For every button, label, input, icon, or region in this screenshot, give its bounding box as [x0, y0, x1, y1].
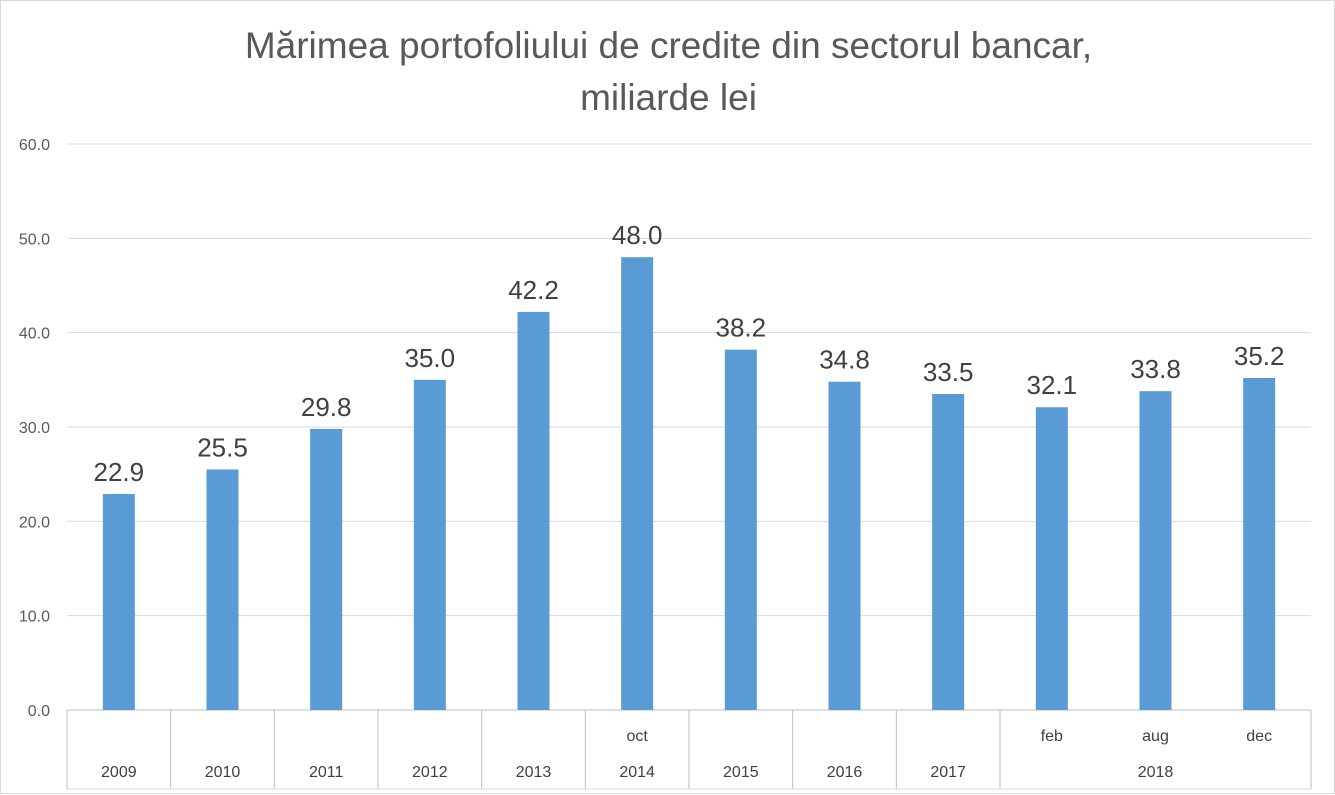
- data-label: 33.8: [1130, 354, 1181, 384]
- bar: [517, 311, 550, 710]
- data-label: 34.8: [819, 345, 870, 375]
- y-tick-label: 50.0: [19, 231, 50, 248]
- x-group-label: 2011: [309, 764, 344, 781]
- x-sub-label: oct: [626, 728, 648, 745]
- data-label: 42.2: [508, 275, 559, 305]
- data-label: 25.5: [197, 432, 248, 462]
- x-group-label: 2016: [827, 764, 863, 781]
- x-group-label: 2009: [101, 764, 137, 781]
- y-tick-label: 40.0: [19, 326, 50, 343]
- bar: [102, 493, 135, 710]
- data-label: 32.1: [1027, 370, 1078, 400]
- data-label: 35.2: [1234, 341, 1285, 371]
- bar: [621, 257, 654, 710]
- data-label: 48.0: [612, 220, 663, 250]
- data-label: 38.2: [716, 313, 767, 343]
- chart-title-line-1: Mărimea portofoliului de credite din sec…: [244, 25, 1093, 66]
- x-sub-label: feb: [1041, 728, 1063, 745]
- y-tick-label: 30.0: [19, 420, 50, 437]
- bar: [413, 379, 446, 710]
- bar: [1139, 391, 1172, 710]
- bar: [310, 428, 343, 710]
- x-sub-label: aug: [1142, 728, 1169, 745]
- data-label: 35.0: [405, 343, 456, 373]
- x-sub-label: dec: [1246, 728, 1272, 745]
- x-group-label: 2017: [930, 764, 966, 781]
- data-label: 22.9: [94, 457, 145, 487]
- y-tick-label: 10.0: [19, 609, 50, 626]
- x-group-label: 2013: [516, 764, 552, 781]
- x-group-label: 2010: [205, 764, 241, 781]
- y-tick-label: 60.0: [19, 137, 50, 154]
- bar: [932, 393, 965, 710]
- x-group-label: 2014: [619, 764, 655, 781]
- data-label: 29.8: [301, 392, 352, 422]
- y-tick-label: 0.0: [28, 703, 50, 720]
- x-group-label: 2012: [412, 764, 448, 781]
- bar: [1243, 377, 1276, 710]
- x-group-label: 2015: [723, 764, 759, 781]
- bar: [828, 381, 861, 710]
- bar: [724, 349, 757, 710]
- y-tick-label: 20.0: [19, 514, 50, 531]
- x-group-label: 2018: [1138, 764, 1174, 781]
- bar: [1035, 407, 1068, 710]
- bar: [206, 469, 239, 710]
- data-label: 33.5: [923, 357, 974, 387]
- chart-title-line-2: miliarde lei: [580, 77, 757, 118]
